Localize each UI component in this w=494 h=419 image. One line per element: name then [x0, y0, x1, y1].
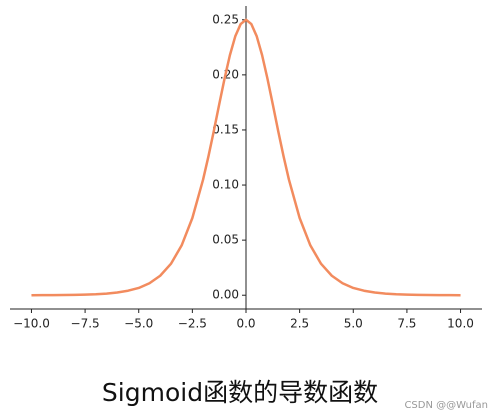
watermark: CSDN @@Wufan	[404, 400, 488, 411]
curve	[31, 18, 461, 297]
y-tick-label: 0.10	[212, 178, 239, 192]
x-tick-label: −10.0	[13, 317, 50, 331]
y-tick-label: 0.15	[212, 122, 239, 136]
y-tick-label: 0.05	[212, 233, 239, 247]
y-tick-label: 0.00	[212, 288, 239, 302]
x-tick-label: 7.5	[397, 317, 416, 331]
x-tick-label: 0.0	[236, 317, 255, 331]
x-tick-label: −5.0	[124, 317, 153, 331]
x-tick-label: 10.0	[447, 317, 474, 331]
x-tick-label: −7.5	[71, 317, 100, 331]
x-tick-label: −2.5	[178, 317, 207, 331]
x-tick-label: 5.0	[344, 317, 363, 331]
x-tick-label: 2.5	[290, 317, 309, 331]
chart-title: Sigmoid函数的导数函数	[102, 378, 378, 407]
y-tick-label: 0.25	[212, 12, 239, 26]
